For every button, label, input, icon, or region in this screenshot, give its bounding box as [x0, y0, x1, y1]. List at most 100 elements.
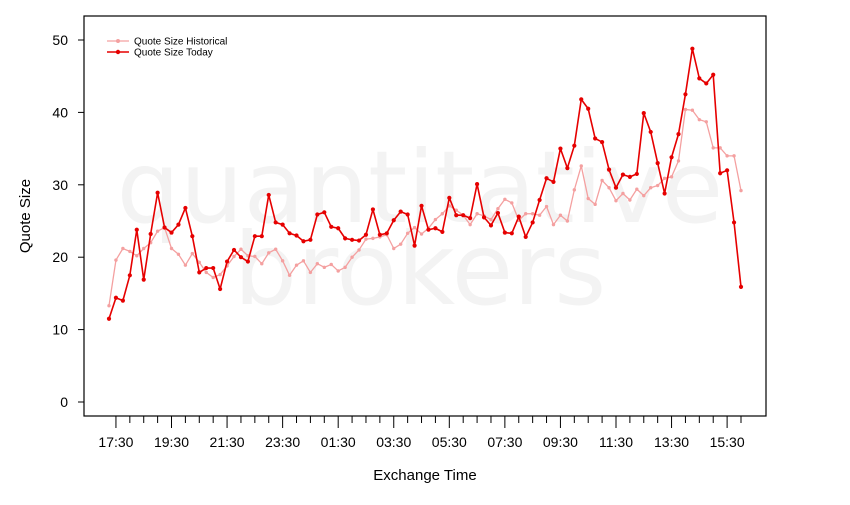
data-point: [204, 265, 209, 271]
data-point: [245, 259, 250, 264]
x-axis-title: Exchange Time: [373, 467, 476, 484]
data-point: [322, 210, 327, 215]
data-point: [370, 207, 376, 212]
data-point: [524, 212, 528, 216]
data-point: [711, 72, 716, 77]
data-point: [364, 237, 368, 241]
legend-label-today: Quote Size Today: [134, 48, 213, 59]
data-point: [704, 120, 708, 124]
data-point: [343, 236, 348, 241]
data-point: [114, 258, 118, 262]
y-tick-label: 0: [60, 394, 68, 410]
data-point: [489, 217, 493, 222]
data-point: [315, 262, 320, 266]
data-point: [558, 213, 563, 217]
data-point: [239, 247, 243, 251]
data-point: [419, 203, 424, 208]
data-point: [155, 190, 160, 195]
data-point: [551, 222, 556, 227]
data-point: [142, 246, 146, 251]
data-point: [683, 92, 688, 97]
data-point: [739, 188, 743, 193]
data-point: [322, 265, 326, 270]
data-point: [377, 232, 382, 237]
data-point: [356, 238, 362, 243]
data-point: [128, 249, 132, 254]
data-point: [349, 237, 355, 242]
data-point: [162, 225, 167, 230]
data-point: [502, 230, 507, 235]
data-point: [481, 215, 487, 220]
data-point: [106, 316, 112, 321]
data-point: [537, 197, 542, 203]
data-point: [586, 106, 591, 111]
data-point: [301, 259, 306, 263]
data-point: [676, 132, 681, 137]
legend: Quote Size Historical Quote Size Today: [107, 37, 227, 59]
data-point: [551, 179, 556, 184]
data-point: [447, 195, 452, 200]
data-point: [259, 234, 264, 239]
data-point: [544, 204, 549, 209]
data-point: [218, 272, 222, 277]
data-point: [516, 214, 521, 219]
data-point: [662, 191, 667, 196]
data-point: [350, 255, 354, 259]
data-point: [183, 263, 188, 267]
data-point: [495, 210, 501, 216]
data-point: [676, 159, 681, 163]
data-point: [488, 223, 494, 228]
y-tick-label: 30: [52, 177, 68, 193]
x-tick-label: 19:30: [154, 434, 189, 450]
data-point: [718, 146, 722, 150]
data-point: [627, 174, 632, 179]
y-tick-label: 20: [52, 249, 68, 265]
data-point: [635, 187, 639, 191]
data-point: [620, 172, 626, 177]
data-point: [127, 273, 132, 278]
data-point: [509, 231, 514, 236]
data-point: [600, 178, 604, 183]
legend-marker-historical: [116, 39, 120, 43]
data-point: [238, 255, 244, 260]
data-point: [384, 231, 389, 236]
data-point: [565, 166, 570, 171]
data-point: [412, 243, 417, 248]
series-layer: [106, 46, 744, 321]
data-point: [732, 154, 736, 158]
data-point: [537, 213, 542, 217]
data-point: [121, 246, 125, 251]
data-point: [363, 232, 369, 237]
x-tick-label: 13:30: [654, 434, 689, 450]
data-point: [600, 139, 605, 145]
data-point: [662, 176, 667, 180]
data-point: [273, 220, 278, 225]
data-point: [433, 226, 438, 231]
data-point: [718, 171, 723, 176]
data-point: [391, 218, 396, 223]
data-point: [565, 219, 570, 223]
data-point: [176, 222, 181, 227]
data-point: [169, 230, 174, 235]
data-point: [357, 248, 361, 252]
x-tick-label: 01:30: [321, 434, 356, 450]
data-point: [606, 167, 612, 172]
data-point: [690, 108, 695, 112]
data-point: [232, 254, 236, 259]
data-point: [392, 246, 396, 251]
data-point: [197, 260, 201, 264]
data-point: [343, 265, 347, 270]
data-point: [642, 193, 646, 198]
data-point: [475, 212, 479, 216]
data-point: [412, 225, 417, 230]
data-point: [252, 234, 257, 239]
data-point: [738, 284, 744, 289]
data-point: [169, 246, 174, 251]
watermark-line-1: quantitative: [117, 129, 724, 246]
data-point: [426, 227, 431, 232]
data-point: [648, 129, 653, 135]
data-point: [287, 273, 292, 277]
data-point: [697, 76, 702, 81]
data-point: [231, 247, 237, 253]
